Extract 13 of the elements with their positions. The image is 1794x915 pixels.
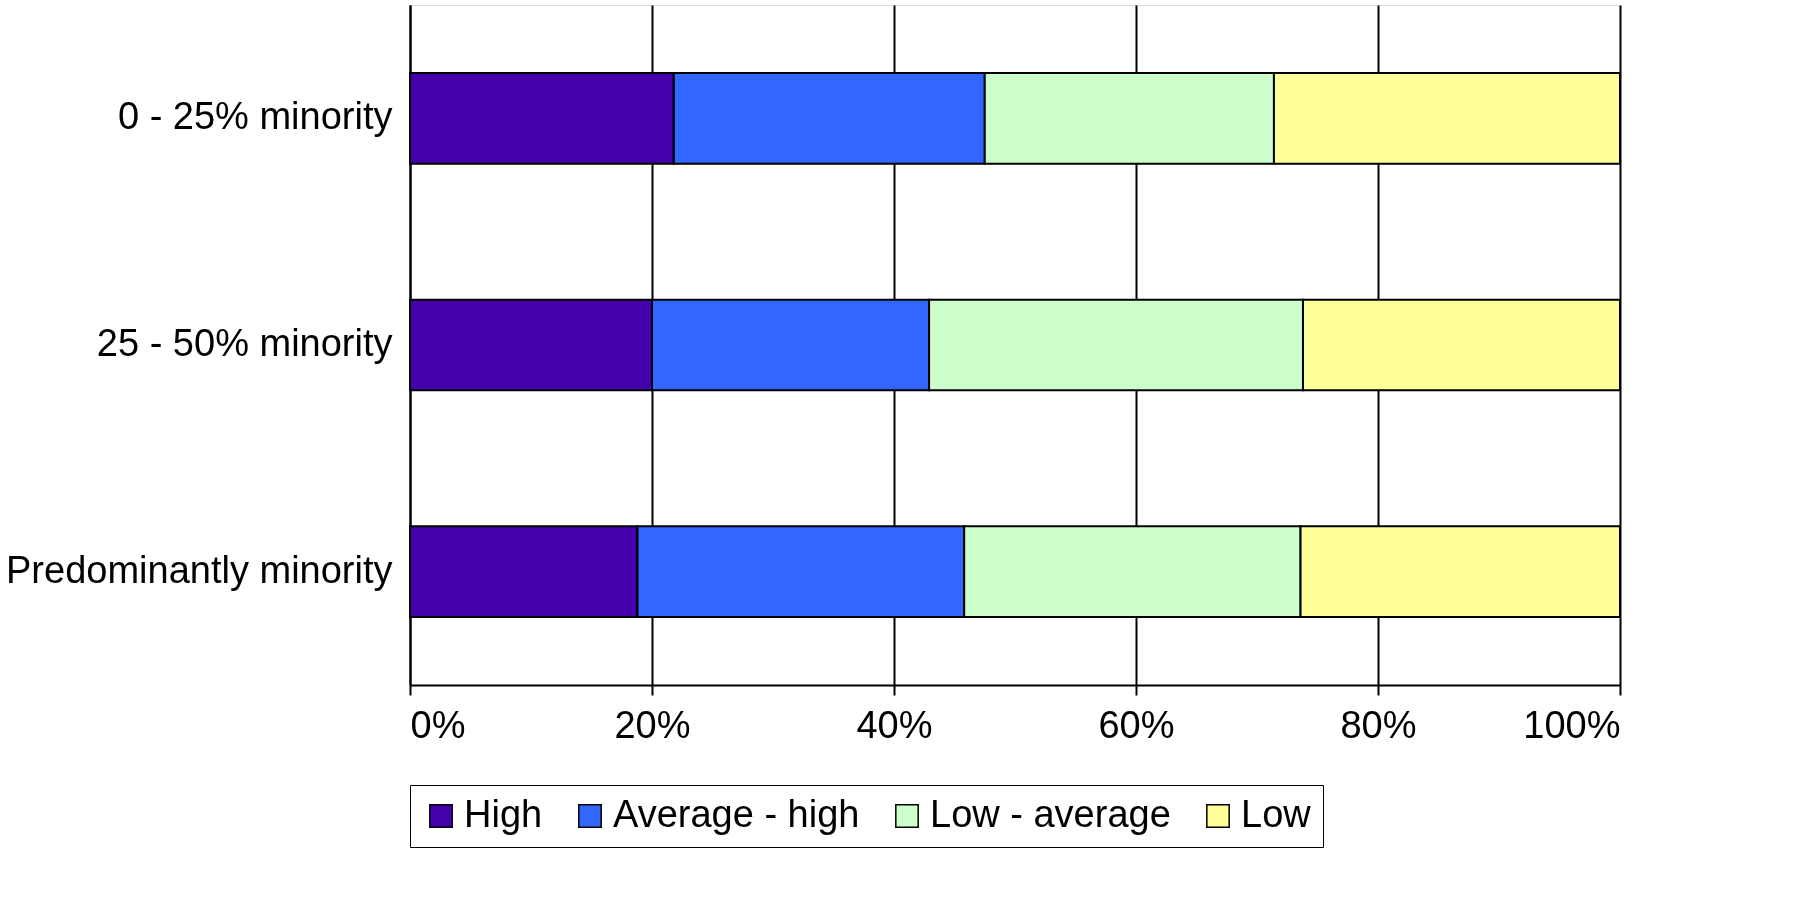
y-tick-label: 25 - 50% minority [96,322,393,364]
y-tick-label: Predominantly minority [6,548,393,591]
x-tick-label: 0% [410,703,466,746]
legend-label: Low [1241,793,1312,835]
x-tick-label: 20% [614,703,691,746]
legend-label: High [464,793,543,835]
x-tick-label: 60% [1098,703,1175,746]
x-tick-label: 80% [1340,703,1417,746]
x-tick-label: 100% [1523,703,1621,746]
x-tick-label: 40% [856,703,933,746]
y-tick-label: 0 - 25% minority [117,95,393,138]
legend-label: Average - high [613,793,860,835]
legend-label: Low - average [930,793,1171,835]
